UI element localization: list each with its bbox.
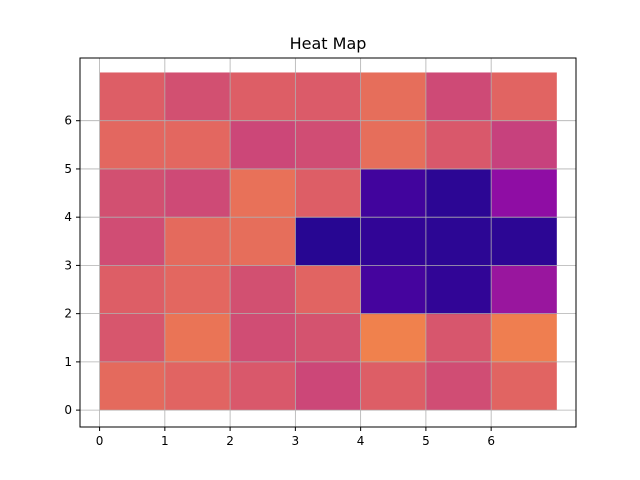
y-tick-label: 6 (64, 114, 72, 128)
heatmap-cell (99, 361, 166, 411)
heatmap-cell (295, 120, 362, 170)
heatmap-cell (164, 313, 231, 363)
heatmap-cell (295, 168, 362, 218)
heatmap-cell (99, 168, 166, 218)
heatmap-cell (425, 313, 492, 363)
plot-frame (79, 57, 577, 428)
heatmap-cell (491, 217, 557, 266)
heatmap-cell (295, 217, 362, 266)
chart-title: Heat Map (290, 34, 367, 53)
heatmap-cell (425, 361, 492, 411)
heatmap-cell (360, 265, 427, 315)
y-tick-label: 0 (64, 403, 72, 417)
heatmap-cell (230, 313, 296, 363)
heatmap-cell (164, 265, 231, 315)
heatmap-cell (164, 168, 231, 218)
heatmap-cell (491, 361, 557, 411)
heatmap-cell (99, 72, 166, 122)
heatmap-cell (230, 265, 296, 315)
x-tick-label: 0 (96, 434, 104, 448)
heatmap-cell (164, 217, 231, 266)
heatmap-cell (425, 72, 492, 122)
heatmap-cell (425, 217, 492, 266)
heatmap-cell (295, 265, 362, 315)
y-tick-label: 4 (64, 210, 72, 224)
heatmap-cell (99, 313, 166, 363)
x-tick-label: 5 (422, 434, 430, 448)
heatmap-cell (360, 217, 427, 266)
x-tick-label: 6 (487, 434, 495, 448)
heatmap-cell (164, 120, 231, 170)
heatmap-cell (295, 313, 362, 363)
heatmap-cell (295, 72, 362, 122)
heatmap-cell (164, 72, 231, 122)
heatmap-cell (425, 265, 492, 315)
heatmap-cell (360, 168, 427, 218)
heatmap-cell (295, 361, 362, 411)
heatmap-cell (230, 120, 296, 170)
y-axis-ticks: 0 1 2 3 4 5 6 (64, 114, 80, 417)
x-tick-label: 1 (161, 434, 169, 448)
heatmap-cell (425, 168, 492, 218)
heatmap-cell (491, 120, 557, 170)
heatmap-cell (99, 217, 166, 266)
heatmap-cell (230, 217, 296, 266)
x-tick-label: 4 (357, 434, 365, 448)
x-tick-label: 2 (226, 434, 234, 448)
heatmap-cells (99, 72, 557, 411)
heatmap-cell (360, 72, 427, 122)
heatmap-cell (491, 265, 557, 315)
heatmap-cell (491, 168, 557, 218)
y-tick-label: 1 (64, 355, 72, 369)
heatmap-cell (230, 361, 296, 411)
heatmap-cell (491, 72, 557, 122)
x-axis-ticks: 0 1 2 3 4 5 6 (96, 427, 495, 448)
y-tick-label: 5 (64, 162, 72, 176)
heatmap-cell (425, 120, 492, 170)
y-tick-label: 2 (64, 307, 72, 321)
x-tick-label: 3 (292, 434, 300, 448)
heatmap-cell (230, 72, 296, 122)
heatmap-cell (360, 361, 427, 411)
heatmap-cell (99, 265, 166, 315)
y-tick-label: 3 (64, 258, 72, 272)
heatmap-cell (99, 120, 166, 170)
heatmap-cell (164, 361, 231, 411)
heatmap-cell (230, 168, 296, 218)
grid-lines (80, 58, 576, 427)
heatmap-cell (360, 120, 427, 170)
heatmap-cell (360, 313, 427, 363)
heatmap-cell (491, 313, 557, 363)
